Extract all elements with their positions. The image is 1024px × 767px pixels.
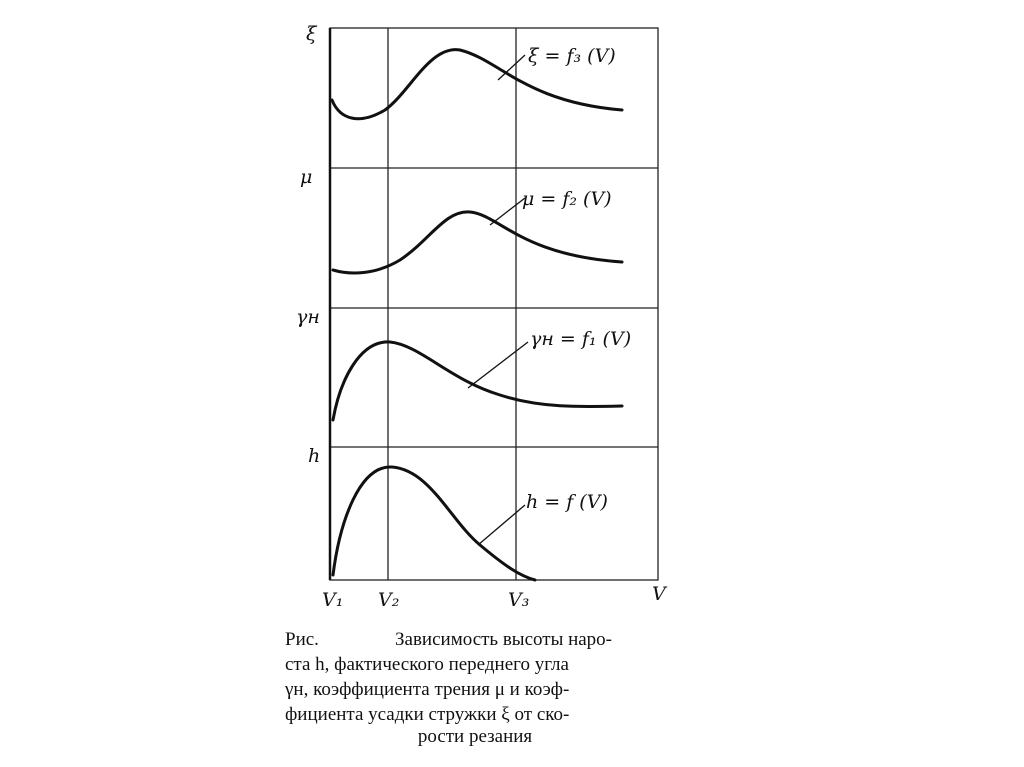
curve-label: ξ = f₃ (V) (528, 45, 616, 67)
curve (331, 340, 624, 422)
leader (497, 54, 526, 81)
caption-line: γн, коэффициента трения μ и коэф- (284, 679, 569, 700)
y-label: μ (300, 166, 312, 188)
caption-line: рости резания (418, 726, 533, 747)
curve (331, 465, 537, 582)
curve-label: μ = f₂ (V) (522, 188, 612, 210)
leader (477, 504, 526, 546)
x-label: V₂ (378, 589, 399, 611)
curve-label: h = f (V) (526, 491, 608, 513)
frame (329, 27, 659, 581)
x-label: V₁ (322, 589, 343, 611)
x-label: V₃ (508, 589, 529, 611)
leader (489, 197, 526, 226)
caption-line: фициента усадки стружки ξ от ско- (285, 704, 569, 725)
caption-label: Рис. (285, 629, 319, 650)
curve (330, 48, 624, 121)
caption-line: ста h, фактического переднего угла (285, 654, 570, 675)
caption-line: Зависимость высоты наро- (395, 629, 612, 650)
curve (331, 210, 624, 275)
x-label: V (652, 583, 668, 605)
y-label: γн (296, 306, 320, 328)
y-label: ξ (306, 23, 318, 45)
curve-label: γн = f₁ (V) (530, 328, 631, 350)
leader (467, 341, 529, 389)
y-label: h (308, 445, 320, 467)
